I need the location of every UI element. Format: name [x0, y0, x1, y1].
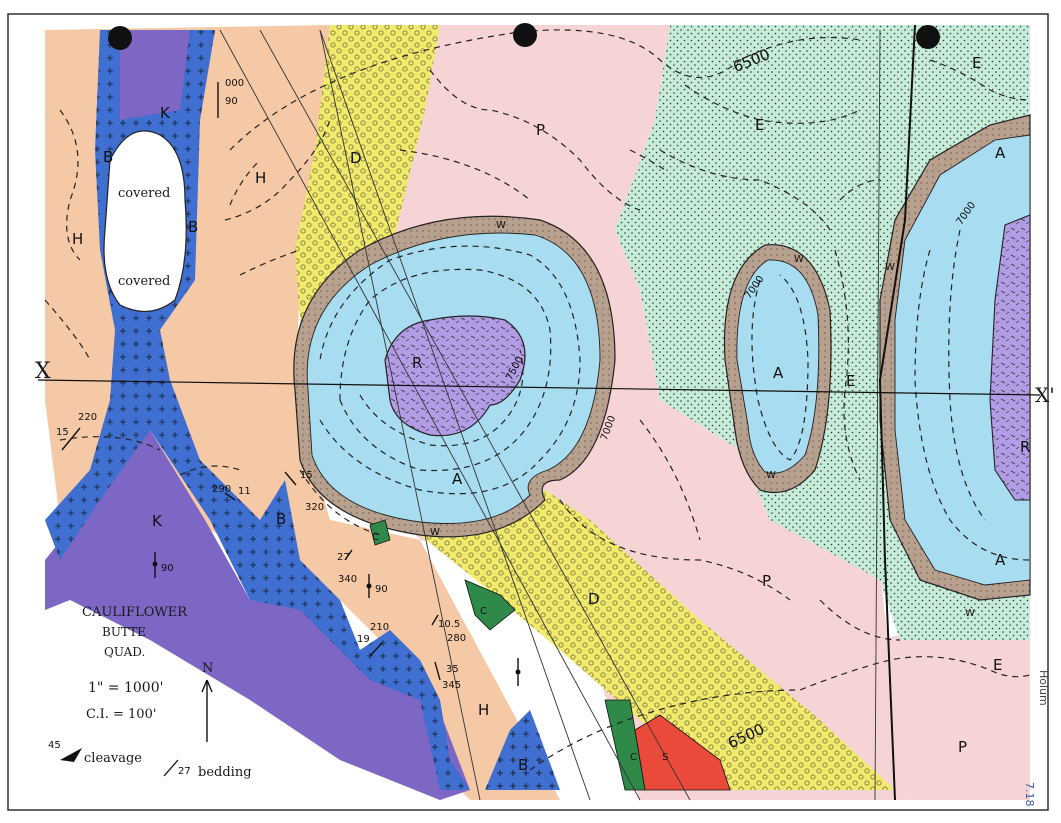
- unit-label-e: E: [755, 116, 764, 134]
- attitude-labels: 000 90 220 15 290 11 15 320 27 340 90 90…: [56, 78, 466, 691]
- unit-label-a: A: [773, 364, 784, 382]
- section-label-right: X': [1035, 383, 1055, 407]
- attitude-label: 280: [447, 633, 466, 644]
- unit-label-c: C: [480, 606, 487, 617]
- unit-label-k: K: [152, 512, 163, 530]
- author-note: Holum: [1037, 670, 1050, 706]
- attitude-label: 320: [305, 502, 324, 513]
- unit-c-2: [464, 579, 516, 631]
- unit-label-b: B: [518, 756, 528, 774]
- unit-label-r: R: [412, 354, 422, 372]
- covered-area: [103, 130, 187, 312]
- unit-label-w: W: [885, 262, 895, 273]
- contour-lines: [44, 29, 1031, 771]
- unit-label-b: B: [188, 218, 198, 236]
- covered-label: covered: [118, 186, 170, 201]
- attitude-label: 90: [225, 96, 238, 107]
- map-frame: [7, 13, 1049, 811]
- unit-label-w: W: [430, 527, 440, 538]
- unit-b-small-pattern: [485, 710, 560, 790]
- unit-a-mid: [736, 259, 820, 474]
- fault-bold: [878, 24, 916, 801]
- unit-label-a: A: [995, 551, 1006, 569]
- attitude-label: 27: [337, 552, 350, 563]
- covered-label: covered: [118, 274, 170, 289]
- attitude-label: 90: [161, 563, 174, 574]
- legend-title-line1: CAULIFLOWER: [82, 605, 188, 620]
- attitude-label: 90: [375, 584, 388, 595]
- legend-bedding-label: bedding: [198, 765, 252, 780]
- legend-cleavage-label: cleavage: [84, 751, 142, 766]
- binder-hole-3: [916, 25, 940, 49]
- attitude-label: 340: [338, 574, 357, 585]
- fault-lines: [219, 29, 881, 801]
- attitude-label: 15: [56, 427, 69, 438]
- north-arrow-head-icon: [201, 679, 213, 693]
- attitude-label: 35: [446, 664, 459, 675]
- unit-s: [634, 714, 731, 791]
- north-label: N: [202, 661, 213, 676]
- unit-label-h: H: [255, 169, 266, 187]
- attitude-label: 15: [300, 470, 313, 481]
- cleavage-symbol-icon: [60, 748, 82, 762]
- unit-label-p: P: [762, 572, 771, 590]
- attitude-label: 11: [238, 486, 251, 497]
- unit-k-upper: [120, 30, 190, 120]
- unit-labels: K K B B B B H H H covered covered D D P …: [72, 54, 1030, 774]
- section-line: [37, 379, 1041, 396]
- attitude-label: 220: [78, 412, 97, 423]
- attitude-label: 345: [442, 680, 461, 691]
- unit-label-e: E: [972, 54, 981, 72]
- legend: CAULIFLOWER BUTTE QUAD. 1" = 1000' C.I. …: [48, 605, 252, 780]
- unit-d-lower-pattern: [420, 490, 895, 790]
- unit-p-area-lower-right: [880, 600, 1030, 800]
- unit-label-h: H: [72, 230, 83, 248]
- unit-label-w: W: [766, 470, 776, 481]
- unit-label-s: S: [662, 752, 668, 763]
- unit-label-k: K: [160, 104, 171, 122]
- unit-c-1: [369, 519, 391, 546]
- unit-label-a: A: [452, 470, 463, 488]
- unit-label-w: W: [965, 608, 975, 619]
- attitude-label: 000: [225, 78, 244, 89]
- legend-title-line2: BUTTE: [102, 625, 146, 639]
- legend-scale: 1" = 1000': [88, 680, 163, 696]
- bedding-symbol-icon: [163, 759, 179, 777]
- legend-cleavage-value: 45: [48, 740, 61, 751]
- section-label-left: X: [35, 359, 51, 384]
- unit-label-e: E: [846, 372, 855, 390]
- legend-title-line3: QUAD.: [104, 645, 145, 659]
- unit-d-upper-pattern: [295, 25, 440, 320]
- binder-hole-2: [513, 23, 537, 47]
- unit-label-w: W: [794, 254, 804, 265]
- unit-label-p: P: [958, 738, 967, 756]
- unit-label-d: D: [350, 149, 362, 167]
- unit-label-a: A: [995, 144, 1006, 162]
- unit-label-d: D: [588, 590, 600, 608]
- attitude-dip-marks: [152, 561, 521, 675]
- attitude-label: 10.5: [438, 619, 460, 630]
- unit-label-w: W: [496, 220, 506, 231]
- unit-label-r: R: [1020, 438, 1030, 456]
- legend-bedding-value: 27: [178, 766, 191, 777]
- unit-label-p: P: [536, 121, 545, 139]
- unit-k-lower: [45, 430, 470, 800]
- unit-label-c: C: [372, 532, 379, 543]
- unit-r-center-pattern: [385, 316, 525, 436]
- attitude-label: 210: [370, 622, 389, 633]
- unit-r-right-pattern: [990, 215, 1030, 500]
- attitude-label: 290: [212, 484, 231, 495]
- attitude-label: 19: [357, 634, 370, 645]
- unit-label-c: C: [630, 752, 637, 763]
- unit-label-h: H: [478, 701, 489, 719]
- binder-hole-1: [108, 26, 132, 50]
- legend-contour-interval: C.I. = 100': [86, 707, 156, 722]
- page-number: 7.18: [1023, 782, 1036, 807]
- unit-label-b: B: [103, 148, 113, 166]
- unit-label-b: B: [276, 510, 286, 528]
- unit-label-e: E: [993, 656, 1002, 674]
